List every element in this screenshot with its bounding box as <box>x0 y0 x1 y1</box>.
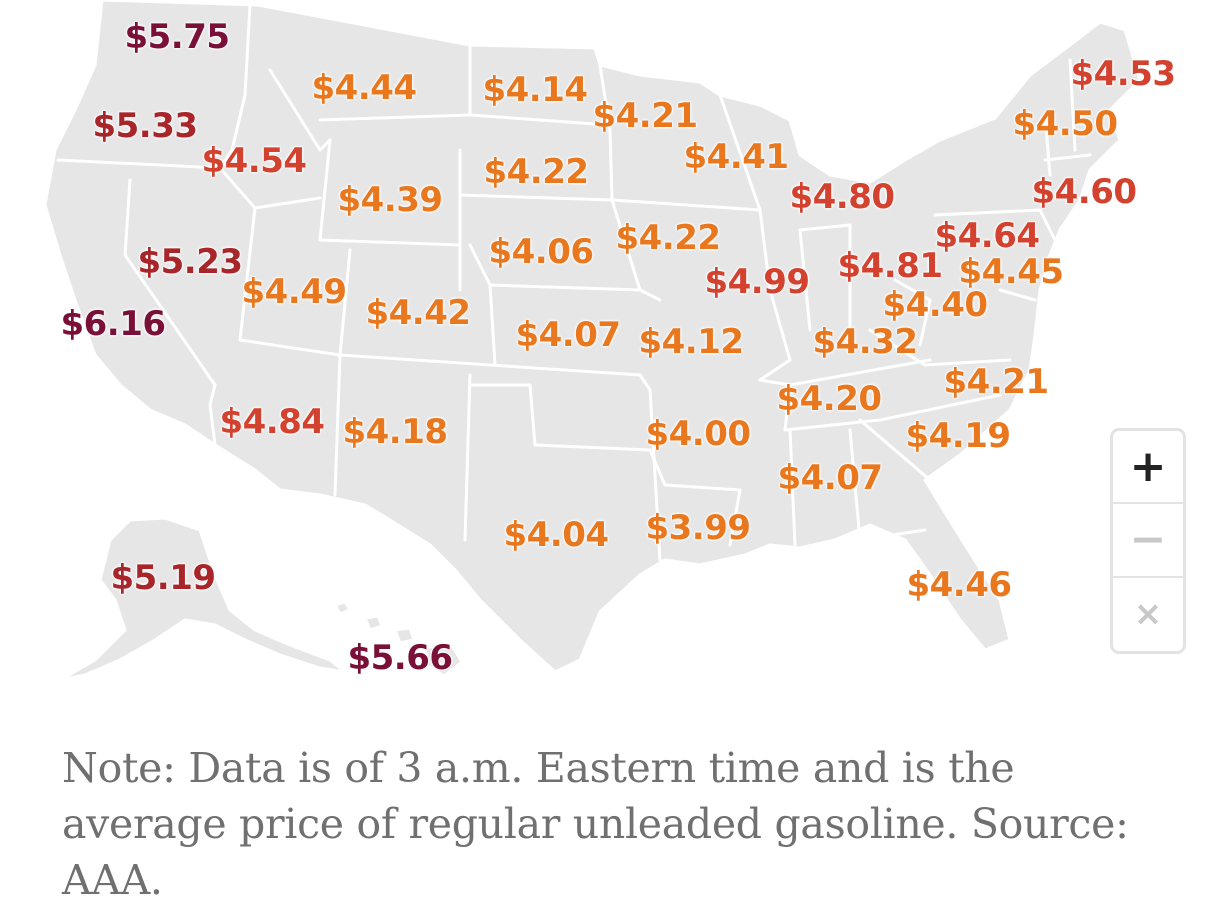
source-note: Note: Data is of 3 a.m. Eastern time and… <box>62 744 1129 904</box>
minus-icon: − <box>1129 513 1167 565</box>
price-label-il: $4.99 <box>704 262 810 302</box>
price-label-ut: $4.49 <box>241 272 347 312</box>
price-label-nd: $4.14 <box>482 70 588 110</box>
alaska-landmass <box>58 516 347 682</box>
price-label-sd: $4.22 <box>483 152 589 192</box>
price-label-va: $4.21 <box>943 362 1049 402</box>
zoom-in-button[interactable]: + <box>1113 431 1183 505</box>
price-label-wi: $4.41 <box>683 137 789 177</box>
price-label-al: $4.07 <box>777 458 883 498</box>
price-label-nh: $4.50 <box>1012 104 1118 144</box>
state-price-labels: $5.75 $5.33 $4.54 $4.44 $4.14 $4.21 $4.22 $4.41… <box>60 17 1176 678</box>
price-label-tx: $4.04 <box>503 515 609 555</box>
price-label-in: $4.81 <box>837 246 943 286</box>
price-label-ne: $4.06 <box>488 232 594 272</box>
price-label-ct: $4.60 <box>1031 172 1137 212</box>
price-label-wv: $4.40 <box>882 285 988 325</box>
price-label-ak: $5.19 <box>110 558 216 598</box>
price-label-az: $4.84 <box>219 402 325 442</box>
price-label-la: $3.99 <box>645 508 751 548</box>
price-label-mi: $4.80 <box>789 177 895 217</box>
reset-zoom-button[interactable]: × <box>1113 578 1183 651</box>
price-label-nc: $4.19 <box>905 416 1011 456</box>
price-label-pa: $4.45 <box>958 252 1064 292</box>
price-label-me: $4.53 <box>1070 54 1176 94</box>
price-label-ca: $6.16 <box>60 304 166 344</box>
price-label-wy: $4.39 <box>337 180 443 220</box>
price-label-mo: $4.12 <box>638 322 744 362</box>
price-label-co: $4.42 <box>365 293 471 333</box>
price-label-tn: $4.20 <box>776 379 882 419</box>
contiguous-us-landmass <box>43 0 1142 674</box>
price-label-ky: $4.32 <box>812 322 918 362</box>
zoom-out-button[interactable]: − <box>1113 504 1183 578</box>
zoom-control: + − × <box>1110 428 1186 654</box>
price-label-hi: $5.66 <box>347 638 453 678</box>
price-label-id: $4.54 <box>201 141 307 181</box>
price-label-ar: $4.00 <box>645 414 751 454</box>
price-label-ia: $4.22 <box>615 218 721 258</box>
price-label-wa: $5.75 <box>124 17 230 57</box>
plus-icon: + <box>1129 440 1167 492</box>
price-label-nm: $4.18 <box>342 412 448 452</box>
price-label-or: $5.33 <box>92 106 198 146</box>
price-label-oh: $4.64 <box>934 216 1040 256</box>
price-label-mt: $4.44 <box>311 68 417 108</box>
us-state-map[interactable] <box>0 0 1206 700</box>
close-icon: × <box>1133 594 1163 635</box>
price-label-nv: $5.23 <box>137 242 243 282</box>
price-label-fl: $4.46 <box>906 565 1012 605</box>
price-label-ks: $4.07 <box>515 315 621 355</box>
state-borders <box>56 3 1092 562</box>
price-label-mn: $4.21 <box>592 96 698 136</box>
hawaii-islands <box>333 600 464 678</box>
